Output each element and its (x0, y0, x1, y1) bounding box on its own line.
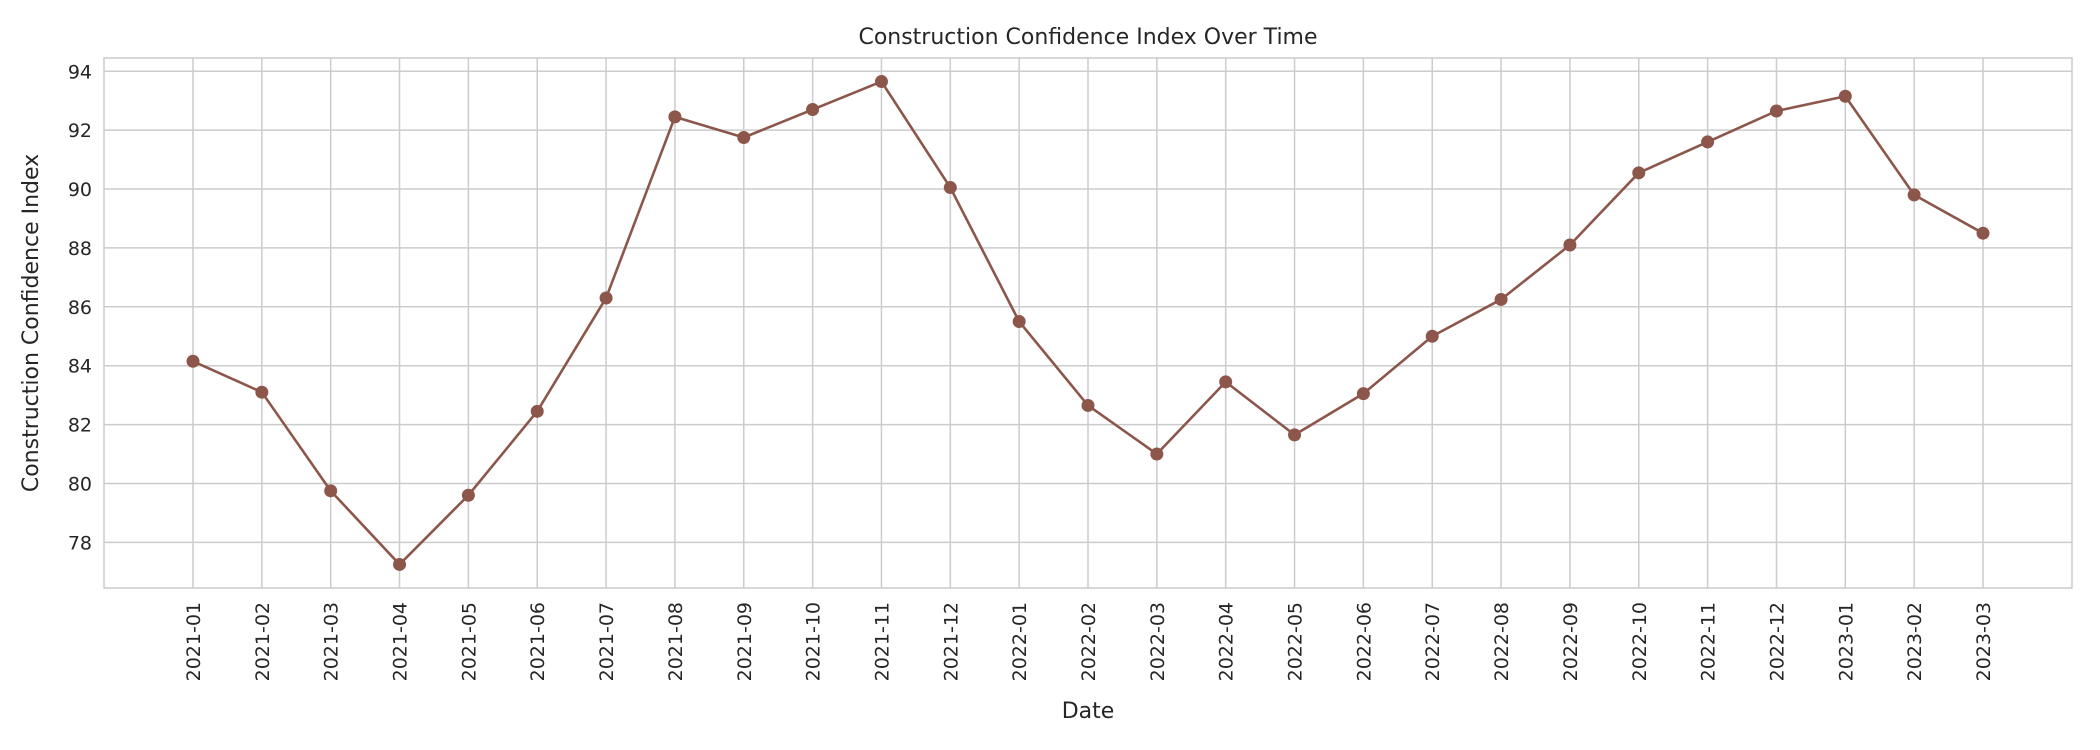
x-tick-label: 2021-01 (183, 602, 205, 681)
data-point (530, 404, 544, 418)
y-tick-label: 80 (68, 473, 92, 495)
chart-title: Construction Confidence Index Over Time (858, 25, 1317, 50)
x-tick-label: 2022-07 (1422, 602, 1444, 681)
data-point (186, 354, 200, 368)
x-tick-label: 2022-01 (1009, 602, 1031, 681)
data-point (255, 385, 269, 399)
x-tick-label: 2021-03 (321, 602, 343, 681)
data-point (1356, 387, 1370, 401)
data-point (806, 103, 820, 117)
y-tick-label: 86 (68, 297, 92, 319)
x-tick-label: 2021-05 (458, 602, 480, 681)
x-tick-label: 2022-10 (1629, 602, 1651, 681)
y-tick-label: 94 (68, 61, 92, 83)
data-point (1976, 226, 1990, 240)
x-tick-label: 2022-08 (1491, 602, 1513, 681)
data-point (668, 110, 682, 124)
x-tick-label: 2021-07 (596, 602, 618, 681)
x-tick-label: 2021-04 (390, 602, 412, 681)
y-tick-label: 82 (68, 415, 92, 437)
y-tick-label: 84 (68, 356, 92, 378)
x-tick-label: 2021-08 (665, 602, 687, 681)
data-point (461, 488, 475, 502)
data-point (1494, 292, 1508, 306)
data-point (874, 75, 888, 89)
x-tick-label: 2022-11 (1698, 602, 1720, 681)
x-tick-label: 2023-01 (1835, 602, 1857, 681)
y-tick-label: 78 (68, 532, 92, 554)
x-tick-label: 2021-06 (527, 602, 549, 681)
x-tick-label: 2023-03 (1973, 602, 1995, 681)
x-axis-label: Date (1062, 699, 1115, 724)
grid-lines (104, 58, 2072, 588)
x-tick-label: 2021-02 (252, 602, 274, 681)
data-point (1701, 135, 1715, 149)
x-tick-label: 2022-05 (1285, 602, 1307, 681)
x-tick-label: 2022-09 (1560, 602, 1582, 681)
y-axis-label: Construction Confidence Index (19, 154, 44, 492)
data-point (1838, 89, 1852, 103)
data-point (324, 484, 338, 498)
data-point (599, 291, 613, 305)
data-point (1012, 315, 1026, 329)
data-point (1769, 104, 1783, 118)
x-tick-label: 2021-10 (803, 602, 825, 681)
data-point (1288, 428, 1302, 442)
data-point (1219, 375, 1233, 389)
data-point (737, 131, 751, 144)
y-tick-label: 88 (68, 238, 92, 260)
y-tick-labels: 78 80 82 84 86 88 90 92 94 (68, 61, 92, 554)
data-point (943, 181, 957, 195)
x-tick-label: 2023-02 (1904, 602, 1926, 681)
x-tick-label: 2022-12 (1766, 602, 1788, 681)
x-tick-label: 2021-11 (871, 602, 893, 681)
series-group (186, 75, 1990, 571)
x-tick-label: 2022-06 (1353, 602, 1375, 681)
data-point (1081, 398, 1095, 412)
data-point (1563, 238, 1577, 252)
x-tick-label: 2022-04 (1216, 602, 1238, 681)
data-point (1632, 166, 1646, 180)
x-tick-labels: 2021-01 2021-02 2021-03 2021-04 2021-05 2021-… (183, 602, 1995, 681)
data-point (1150, 447, 1164, 461)
data-point (1907, 188, 1921, 202)
data-point (1425, 329, 1439, 343)
x-tick-label: 2021-09 (734, 602, 756, 681)
y-tick-label: 90 (68, 179, 92, 201)
x-tick-label: 2022-02 (1078, 602, 1100, 681)
plot-frame (103, 57, 2073, 589)
y-tick-label: 92 (68, 120, 92, 142)
x-tick-label: 2022-03 (1147, 602, 1169, 681)
x-tick-label: 2021-12 (940, 602, 962, 681)
data-point (393, 557, 407, 571)
